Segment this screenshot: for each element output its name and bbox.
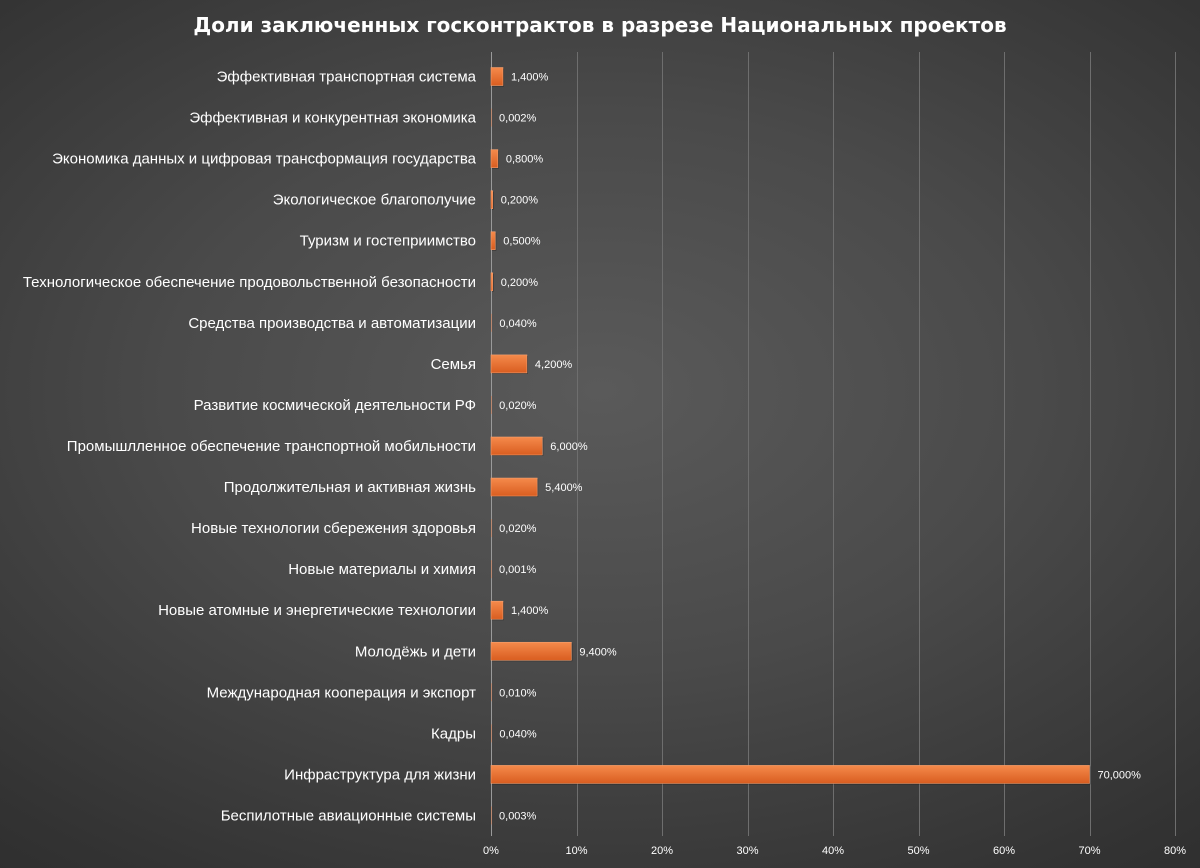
data-label: 4,200% bbox=[535, 359, 573, 371]
category-label: Эффективная и конкурентная экономика bbox=[189, 110, 476, 127]
data-label: 0,040% bbox=[499, 728, 537, 740]
data-label: 0,500% bbox=[503, 236, 541, 248]
category-label: Экономика данных и цифровая трансформаци… bbox=[52, 151, 477, 168]
data-label: 0,800% bbox=[506, 154, 544, 166]
data-label: 0,020% bbox=[499, 523, 537, 535]
data-label: 1,400% bbox=[511, 605, 549, 617]
data-label: 9,400% bbox=[579, 646, 617, 658]
data-label: 0,001% bbox=[499, 564, 537, 576]
data-labels: 1,400% 0,002% 0,800% 0,200% 0,500% 0,200% 0,04… bbox=[499, 72, 1141, 823]
category-label: Молодёжь и дети bbox=[355, 643, 476, 660]
category-label: Технологическое обеспечение продовольств… bbox=[23, 274, 476, 291]
bar bbox=[490, 436, 543, 456]
data-label: 0,010% bbox=[499, 687, 537, 699]
x-tick-label: 60% bbox=[993, 845, 1015, 857]
category-label: Продолжительная и активная жизнь bbox=[224, 479, 476, 496]
x-tick-label: 0% bbox=[483, 845, 499, 857]
gridlines bbox=[491, 52, 1176, 836]
chart-title: Доли заключенных госконтрактов в разрезе… bbox=[193, 13, 1006, 37]
category-label: Новые материалы и химия bbox=[288, 561, 476, 578]
data-label: 0,040% bbox=[499, 318, 537, 330]
data-label: 0,200% bbox=[501, 195, 539, 207]
bars bbox=[490, 67, 1091, 825]
category-label: Семья bbox=[431, 356, 476, 373]
data-label: 5,400% bbox=[545, 482, 583, 494]
x-tick-label: 50% bbox=[907, 845, 929, 857]
category-label: Эффективная транспортная система bbox=[217, 69, 477, 86]
category-label: Новые технологии сбережения здоровья bbox=[191, 520, 476, 537]
data-label: 0,200% bbox=[501, 277, 539, 289]
bar bbox=[490, 641, 572, 661]
x-tick-label: 30% bbox=[736, 845, 758, 857]
data-label: 1,400% bbox=[511, 72, 549, 84]
category-label: Промышлленное обеспечение транспортной м… bbox=[67, 438, 476, 455]
x-tick-label: 10% bbox=[565, 845, 587, 857]
bar bbox=[490, 354, 528, 374]
data-label: 6,000% bbox=[550, 441, 588, 453]
data-label: 0,002% bbox=[499, 113, 537, 125]
category-label: Туризм и гостеприимство bbox=[300, 233, 476, 250]
category-label: Экологическое благополучие bbox=[273, 192, 476, 209]
category-label: Новые атомные и энергетические технологи… bbox=[158, 602, 476, 619]
bar bbox=[490, 190, 494, 209]
category-label: Международная кооперация и экспорт bbox=[207, 684, 477, 701]
x-tick-label: 20% bbox=[651, 845, 673, 857]
bar bbox=[490, 477, 538, 497]
bar bbox=[490, 231, 496, 251]
data-label: 0,003% bbox=[499, 810, 537, 822]
x-tick-label: 40% bbox=[822, 845, 844, 857]
bar bbox=[490, 272, 494, 292]
x-axis-ticks: 0% 10% 20% 30% 40% 50% 60% 70% 80% bbox=[483, 845, 1186, 857]
category-label: Средства производства и автоматизации bbox=[188, 315, 476, 332]
category-labels: Эффективная транспортная система Эффектив… bbox=[23, 69, 477, 825]
x-tick-label: 70% bbox=[1078, 845, 1100, 857]
category-label: Беспилотные авиационные системы bbox=[221, 807, 476, 824]
data-label: 70,000% bbox=[1098, 769, 1142, 781]
category-label: Развитие космической деятельности РФ bbox=[194, 397, 476, 414]
bar bbox=[490, 67, 504, 86]
data-label: 0,020% bbox=[499, 400, 537, 412]
bar bbox=[490, 149, 499, 168]
bar bbox=[490, 765, 1090, 784]
category-label: Кадры bbox=[431, 725, 476, 742]
x-tick-label: 80% bbox=[1164, 845, 1186, 857]
category-label: Инфраструктура для жизни bbox=[284, 766, 476, 783]
bar bbox=[490, 600, 504, 620]
